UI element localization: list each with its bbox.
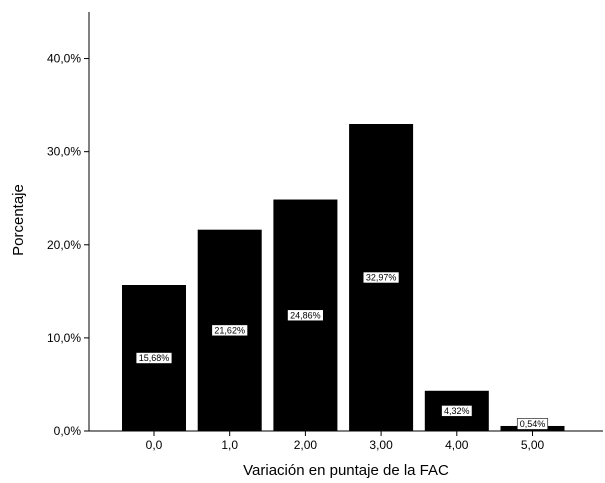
data-label-text: 24,86% bbox=[290, 310, 321, 320]
data-label-box bbox=[362, 271, 400, 284]
data-label-box bbox=[211, 324, 248, 337]
data-label: 0,54% bbox=[516, 418, 549, 430]
axes-group bbox=[88, 12, 603, 432]
bars-group bbox=[122, 124, 565, 431]
data-label-text: 15,68% bbox=[139, 353, 170, 363]
x-axis-title: Variación en puntaje de la FAC bbox=[243, 462, 449, 479]
data-label: 4,32% bbox=[441, 405, 473, 417]
data-label-text: 32,97% bbox=[366, 273, 397, 283]
data-label-box bbox=[516, 418, 549, 430]
y-tick-label: 10,0% bbox=[47, 331, 81, 345]
x-ticks-group: 0,0 1,0 2,00 3,00 4,00 5,00 bbox=[146, 431, 545, 452]
data-label: 32,97% bbox=[362, 271, 400, 284]
data-label-box bbox=[287, 309, 324, 322]
data-label: 15,68% bbox=[135, 352, 173, 364]
x-tick-label: 4,00 bbox=[445, 438, 469, 452]
x-tick-label: 3,00 bbox=[369, 438, 393, 452]
y-tick-label: 40,0% bbox=[47, 52, 81, 66]
data-label-text: 0,54% bbox=[520, 419, 546, 429]
y-axis-title: Porcentaje bbox=[10, 184, 27, 256]
y-tick-label: 20,0% bbox=[47, 238, 81, 252]
data-label: 24,86% bbox=[287, 309, 324, 322]
data-label-box bbox=[135, 352, 173, 364]
x-tick-label: 0,0 bbox=[146, 438, 163, 452]
y-tick-label: 0,0% bbox=[54, 424, 82, 438]
data-labels-group: 15,68% 21,62% 24,86% 32,97% 4,32% 0,54% bbox=[135, 271, 549, 430]
data-label-text: 21,62% bbox=[214, 326, 245, 336]
y-tick-label: 30,0% bbox=[47, 145, 81, 159]
x-tick-label: 2,00 bbox=[294, 438, 318, 452]
data-label-box bbox=[441, 405, 473, 417]
x-tick-label: 1,0 bbox=[221, 438, 238, 452]
data-label-text: 4,32% bbox=[444, 406, 470, 416]
y-ticks-group: 0,0% 10,0% 20,0% 30,0% 40,0% bbox=[47, 52, 89, 438]
x-tick-label: 5,00 bbox=[521, 438, 545, 452]
data-label: 21,62% bbox=[211, 324, 248, 337]
